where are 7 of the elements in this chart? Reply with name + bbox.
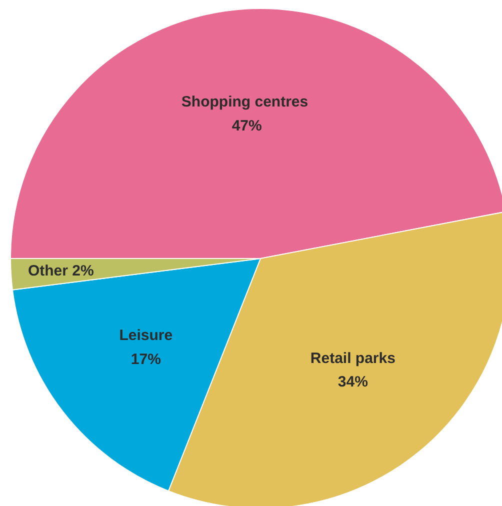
data-label: 47%: [232, 118, 262, 135]
data-label: 17%: [130, 350, 161, 368]
slice-label: Leisure: [119, 326, 173, 344]
slice-label: Other 2%: [28, 262, 94, 280]
data-label: 34%: [338, 374, 368, 391]
slice-label: Retail parks: [310, 350, 396, 367]
slice-label: Shopping centres: [181, 94, 308, 111]
